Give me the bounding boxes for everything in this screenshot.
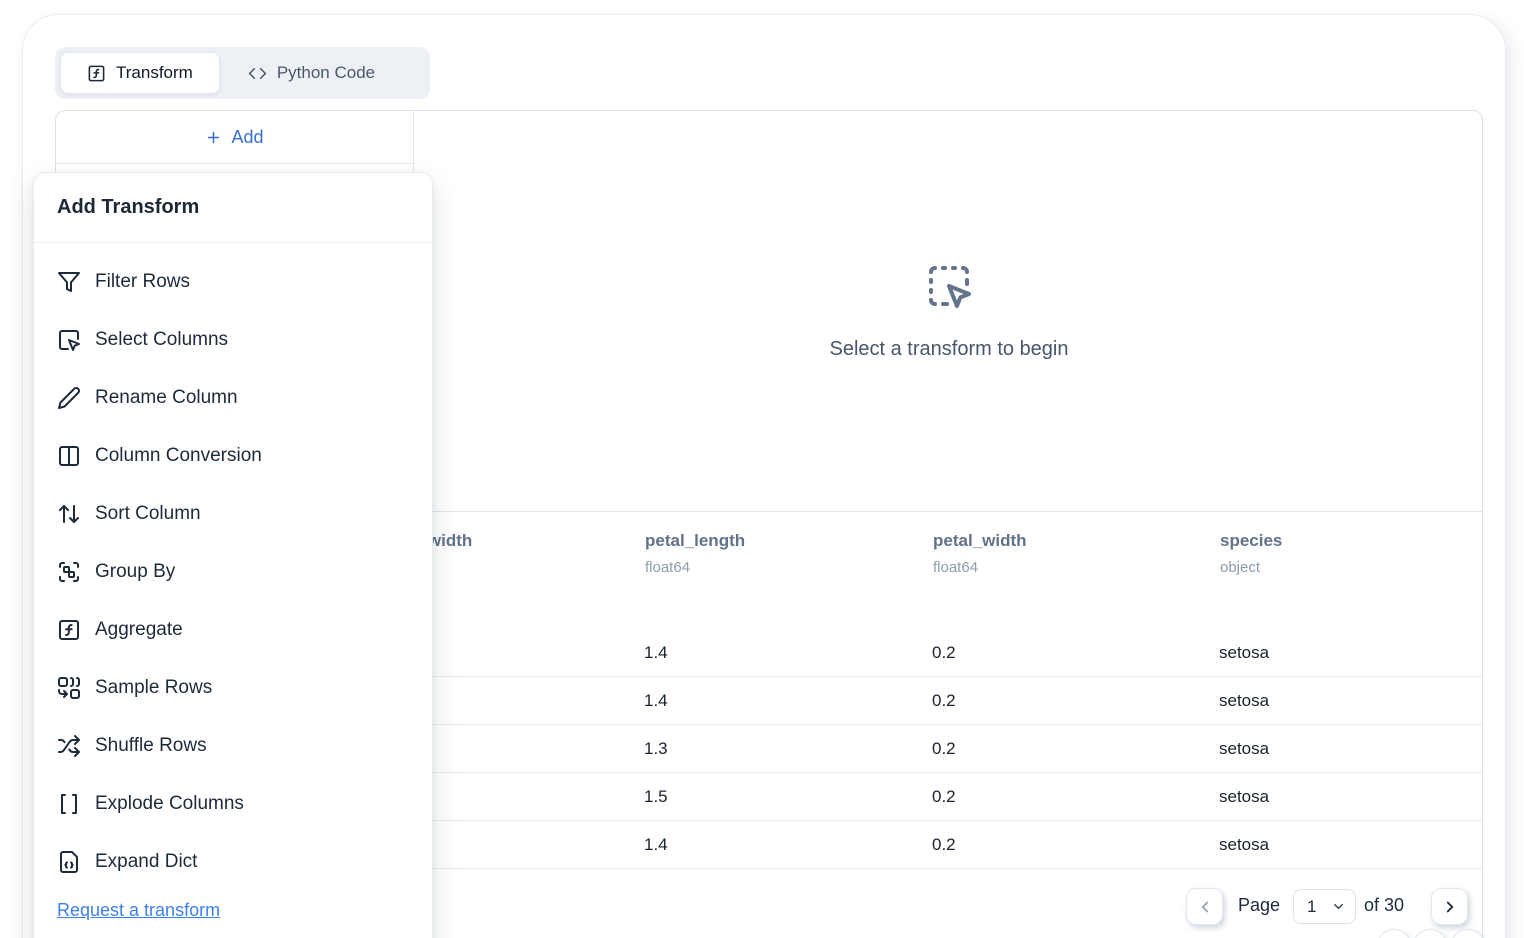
tab-python-code[interactable]: Python Code <box>222 52 401 94</box>
request-transform-link[interactable]: Request a transform <box>57 900 221 920</box>
menu-item-sample-rows[interactable]: Sample Rows <box>57 659 432 717</box>
combine-icon <box>57 676 81 700</box>
tab-python-code-label: Python Code <box>276 63 376 82</box>
menu-item-column-conversion[interactable]: Column Conversion <box>57 427 432 485</box>
menu-item-expand-dict[interactable]: Expand Dict <box>57 833 432 891</box>
divider <box>34 242 432 243</box>
menu-item-shuffle-rows[interactable]: Shuffle Rows <box>57 717 432 775</box>
footer-button-stub[interactable] <box>1377 929 1411 938</box>
page-total-label: of 30 <box>1364 895 1405 915</box>
code-icon <box>248 64 267 83</box>
footer-button-stub[interactable] <box>1451 929 1485 938</box>
table-row[interactable]: 1.4 0.2 setosa <box>56 677 1482 725</box>
columns-icon <box>57 444 81 468</box>
menu-item-rename-column[interactable]: Rename Column <box>57 369 432 427</box>
column-header-petal-width[interactable]: petal_width float64 <box>933 531 1027 576</box>
tab-transform-label: Transform <box>116 63 193 82</box>
menu-item-select-columns[interactable]: Select Columns <box>57 311 432 369</box>
footer-button-stub[interactable] <box>1413 929 1447 938</box>
empty-state: Select a transform to begin <box>415 111 1483 511</box>
file-code-icon <box>57 850 81 874</box>
menu-item-aggregate[interactable]: Aggregate <box>57 601 432 659</box>
shuffle-icon <box>57 734 81 758</box>
add-transform-dropdown: Add Transform Filter Rows Select Columns… <box>33 172 433 938</box>
add-transform-button[interactable]: Add <box>56 111 413 164</box>
square-dashed-mouse-pointer-icon <box>925 262 973 310</box>
square-function-icon <box>57 618 81 642</box>
page-select-value: 1 <box>1307 896 1317 916</box>
table-row[interactable]: 1.3 0.2 setosa <box>56 725 1482 773</box>
group-icon <box>57 560 81 584</box>
table-row[interactable]: 1.4 0.2 setosa <box>56 629 1482 677</box>
add-button-label: Add <box>231 126 264 147</box>
tab-bar: Transform Python Code <box>55 47 430 99</box>
table-row[interactable]: 1.4 0.2 setosa <box>56 821 1482 869</box>
empty-state-message: Select a transform to begin <box>829 337 1069 360</box>
menu-item-sort-column[interactable]: Sort Column <box>57 485 432 543</box>
menu-item-explode-columns[interactable]: Explode Columns <box>57 775 432 833</box>
dropdown-title: Add Transform <box>57 196 200 218</box>
chevron-left-icon <box>1196 898 1214 916</box>
next-page-button[interactable] <box>1431 888 1468 925</box>
table-body: 1.4 0.2 setosa 1.4 0.2 setosa 1.3 0.2 se… <box>56 629 1482 869</box>
table-row[interactable]: 1.5 0.2 setosa <box>56 773 1482 821</box>
square-mouse-pointer-icon <box>57 328 81 352</box>
dropdown-menu: Filter Rows Select Columns Rename Column… <box>34 243 432 891</box>
chevron-right-icon <box>1441 898 1459 916</box>
filter-icon <box>57 270 81 294</box>
chevron-down-icon <box>1331 899 1346 914</box>
menu-item-group-by[interactable]: Group By <box>57 543 432 601</box>
page-select[interactable]: 1 <box>1293 889 1356 924</box>
page-label: Page <box>1238 895 1281 915</box>
menu-item-filter-rows[interactable]: Filter Rows <box>57 253 432 311</box>
brackets-icon <box>57 792 81 816</box>
column-header-petal-length[interactable]: petal_length float64 <box>645 531 746 576</box>
arrow-up-down-icon <box>57 502 81 526</box>
column-header-species[interactable]: species object <box>1220 531 1283 576</box>
square-function-icon <box>87 64 106 83</box>
tab-transform[interactable]: Transform <box>60 52 220 94</box>
plus-icon <box>205 129 222 146</box>
previous-page-button[interactable] <box>1186 888 1223 925</box>
pencil-icon <box>57 386 81 410</box>
